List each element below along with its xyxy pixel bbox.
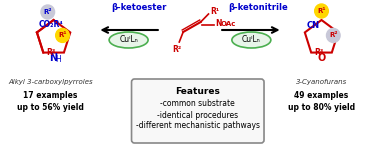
Text: R²: R² xyxy=(173,45,182,54)
FancyBboxPatch shape xyxy=(132,79,264,143)
Text: CO₂R⁴: CO₂R⁴ xyxy=(39,20,64,29)
Text: R¹: R¹ xyxy=(211,7,220,17)
Circle shape xyxy=(327,28,340,42)
Text: R³: R³ xyxy=(314,48,323,57)
Text: CuᴵLₙ: CuᴵLₙ xyxy=(119,36,138,45)
Text: Features: Features xyxy=(175,88,220,97)
Text: -common substrate: -common substrate xyxy=(160,100,235,109)
Circle shape xyxy=(41,5,54,19)
Circle shape xyxy=(56,28,69,42)
Text: R¹: R¹ xyxy=(317,8,326,14)
Text: R³: R³ xyxy=(46,48,56,57)
Text: β-ketonitrile: β-ketonitrile xyxy=(228,3,288,12)
Text: OAc: OAc xyxy=(220,21,235,27)
Text: Alkyl 3-carboxylpyrroles: Alkyl 3-carboxylpyrroles xyxy=(8,79,93,85)
Text: 17 examples: 17 examples xyxy=(23,92,78,100)
Text: R¹: R¹ xyxy=(58,32,67,38)
Text: R²: R² xyxy=(329,32,338,38)
Text: N: N xyxy=(215,19,222,29)
Text: CuᴵLₙ: CuᴵLₙ xyxy=(242,36,261,45)
Text: R²: R² xyxy=(43,9,52,15)
Text: β-ketoester: β-ketoester xyxy=(112,3,167,12)
Text: up to 56% yield: up to 56% yield xyxy=(17,104,84,112)
Text: O: O xyxy=(318,53,325,63)
Text: H: H xyxy=(56,55,61,64)
Ellipse shape xyxy=(109,32,148,48)
Ellipse shape xyxy=(232,32,271,48)
Text: N: N xyxy=(50,53,58,63)
Text: up to 80% yield: up to 80% yield xyxy=(288,104,355,112)
Circle shape xyxy=(314,4,328,18)
Text: CN: CN xyxy=(307,21,320,30)
Text: 3-Cyanofurans: 3-Cyanofurans xyxy=(296,79,347,85)
Text: -identical procedures: -identical procedures xyxy=(157,111,239,119)
Text: -different mechanistic pathways: -different mechanistic pathways xyxy=(136,121,260,131)
Text: 49 examples: 49 examples xyxy=(294,92,349,100)
